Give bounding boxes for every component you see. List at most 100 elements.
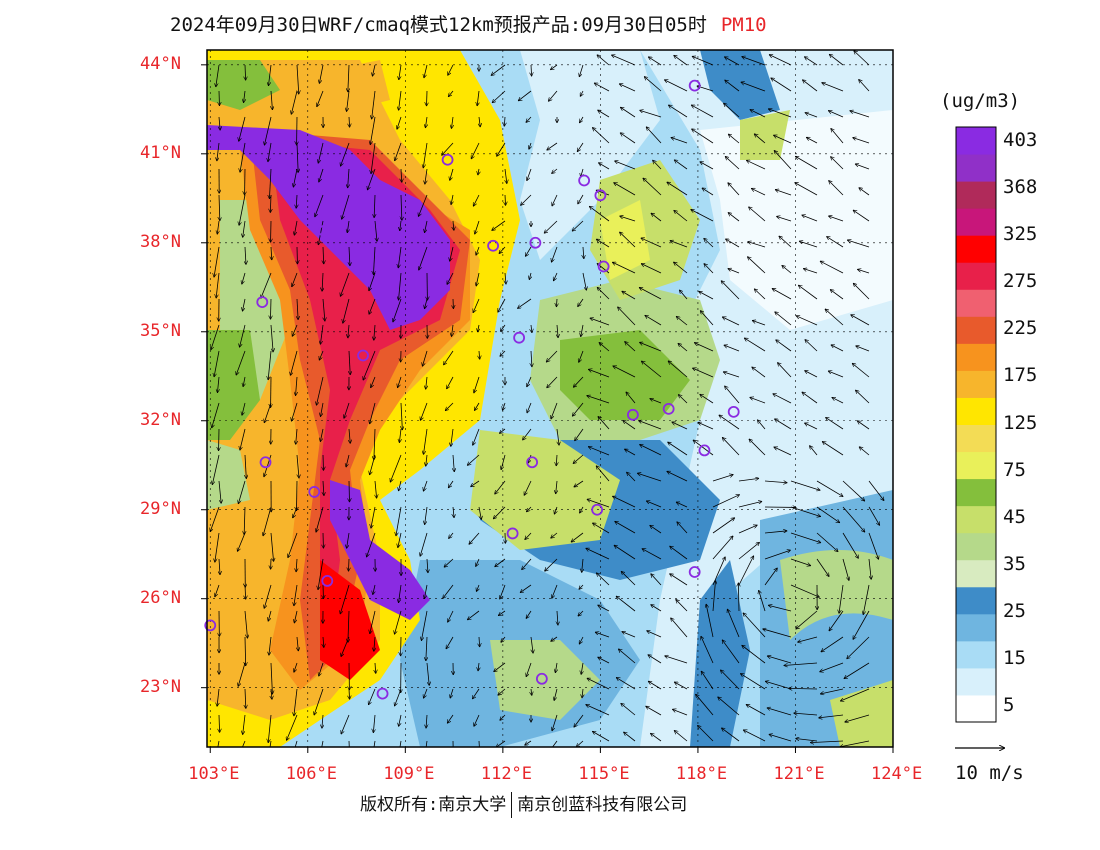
wind-arrow <box>590 318 610 326</box>
wind-arrow <box>479 636 480 647</box>
wind-arrow <box>694 343 714 352</box>
wind-arrow <box>619 232 636 248</box>
wind-arrow <box>342 194 350 219</box>
wind-arrow <box>764 481 787 483</box>
wind-arrow <box>797 636 818 642</box>
lon-label: 103°E <box>188 764 240 784</box>
wind-arrow <box>795 156 818 170</box>
wind-arrow <box>547 142 558 150</box>
wind-arrow <box>556 480 557 494</box>
wind-arrow <box>554 688 558 701</box>
wind-arrow <box>762 629 792 638</box>
wind-arrow <box>323 636 324 648</box>
wind-arrow <box>574 714 584 727</box>
wind-arrow <box>650 525 662 534</box>
wind-arrow <box>721 281 740 300</box>
colorbar-swatch <box>956 262 996 290</box>
wind-arrow <box>322 272 323 291</box>
wind-arrow <box>645 315 662 326</box>
wind-arrow <box>374 194 375 218</box>
wind-arrow <box>664 79 688 92</box>
wind-arrow <box>240 142 246 173</box>
wind-arrow <box>844 662 870 679</box>
wind-arrow <box>557 610 558 625</box>
station-marker <box>688 566 701 578</box>
wind-arrow <box>738 583 739 612</box>
wind-arrow <box>374 324 375 340</box>
wind-arrow <box>802 392 818 404</box>
wind-arrow <box>712 518 735 534</box>
wind-arrow <box>529 142 531 150</box>
wind-arrow <box>493 662 506 672</box>
wind-arrow <box>398 272 402 300</box>
wind-arrow <box>672 422 688 430</box>
wind-arrow <box>698 422 714 430</box>
station-marker <box>529 236 542 249</box>
wind-arrow <box>586 548 610 560</box>
wind-arrow <box>423 480 428 491</box>
wind-arrow <box>425 740 428 747</box>
wind-arrow <box>215 584 220 597</box>
wind-arrow <box>478 662 479 671</box>
wind-arrow <box>831 344 844 352</box>
station-marker <box>591 503 604 516</box>
wind-arrow <box>394 610 402 634</box>
wind-arrow <box>470 480 480 487</box>
colorbar-swatch <box>956 316 996 344</box>
wind-arrow <box>493 506 506 519</box>
wind-arrow <box>547 376 558 388</box>
city-stations <box>204 79 740 700</box>
wind-arrow <box>646 127 662 144</box>
wind-arrow <box>620 107 636 118</box>
wind-arrow <box>673 262 688 274</box>
wind-arrow <box>652 160 662 170</box>
wind-arrow <box>825 309 844 326</box>
wind-arrow <box>349 688 350 699</box>
wind-arrow <box>526 116 532 123</box>
title-text: 2024年09月30日WRF/cmaq模式12km预报产品:09月30日05时 <box>170 14 707 36</box>
wind-arrow <box>638 420 662 430</box>
wind-arrow <box>374 428 375 460</box>
wind-arrow <box>544 220 558 233</box>
station-marker <box>535 672 548 685</box>
wind-arrow <box>401 402 402 430</box>
wind-arrow <box>712 536 733 560</box>
wind-arrow <box>779 236 792 248</box>
wind-arrow <box>424 64 428 78</box>
wind-arrow <box>426 454 427 466</box>
wind-arrow <box>269 740 272 747</box>
wind-arrow <box>269 636 272 655</box>
wind-arrow <box>700 161 714 170</box>
wind-arrow <box>421 610 428 641</box>
wind-arrow <box>340 142 350 166</box>
wind-arrow <box>741 82 766 92</box>
wind-arrow <box>526 506 532 512</box>
wind-arrow <box>802 80 818 92</box>
wind-arrow <box>853 210 870 222</box>
wind-arrow <box>728 134 740 144</box>
wind-arrow <box>704 263 714 274</box>
wind-arrow <box>245 636 246 666</box>
wind-arrow <box>531 64 532 76</box>
wind-arrow <box>496 142 506 156</box>
wind-arrow <box>822 83 844 92</box>
wind-arrow <box>614 521 636 534</box>
wind-arrow <box>425 168 428 184</box>
colorbar-label: 35 <box>1003 552 1026 575</box>
wind-arrow <box>790 532 821 543</box>
wind-arrow <box>742 56 766 66</box>
wind-arrow <box>370 116 376 145</box>
lat-label: 32°N <box>140 409 181 430</box>
wind-arrow <box>639 110 662 118</box>
wind-arrow <box>398 246 402 268</box>
wind-arrow <box>347 532 350 549</box>
wind-arrow <box>400 220 401 231</box>
wind-arrow <box>269 168 271 199</box>
wind-arrow <box>598 656 610 664</box>
wind-arrow <box>239 324 246 347</box>
map-frame <box>206 49 894 748</box>
wind-arrow <box>810 741 844 743</box>
wind-arrow <box>822 441 844 456</box>
wind-arrow <box>674 730 688 742</box>
wind-vectors <box>210 51 884 747</box>
